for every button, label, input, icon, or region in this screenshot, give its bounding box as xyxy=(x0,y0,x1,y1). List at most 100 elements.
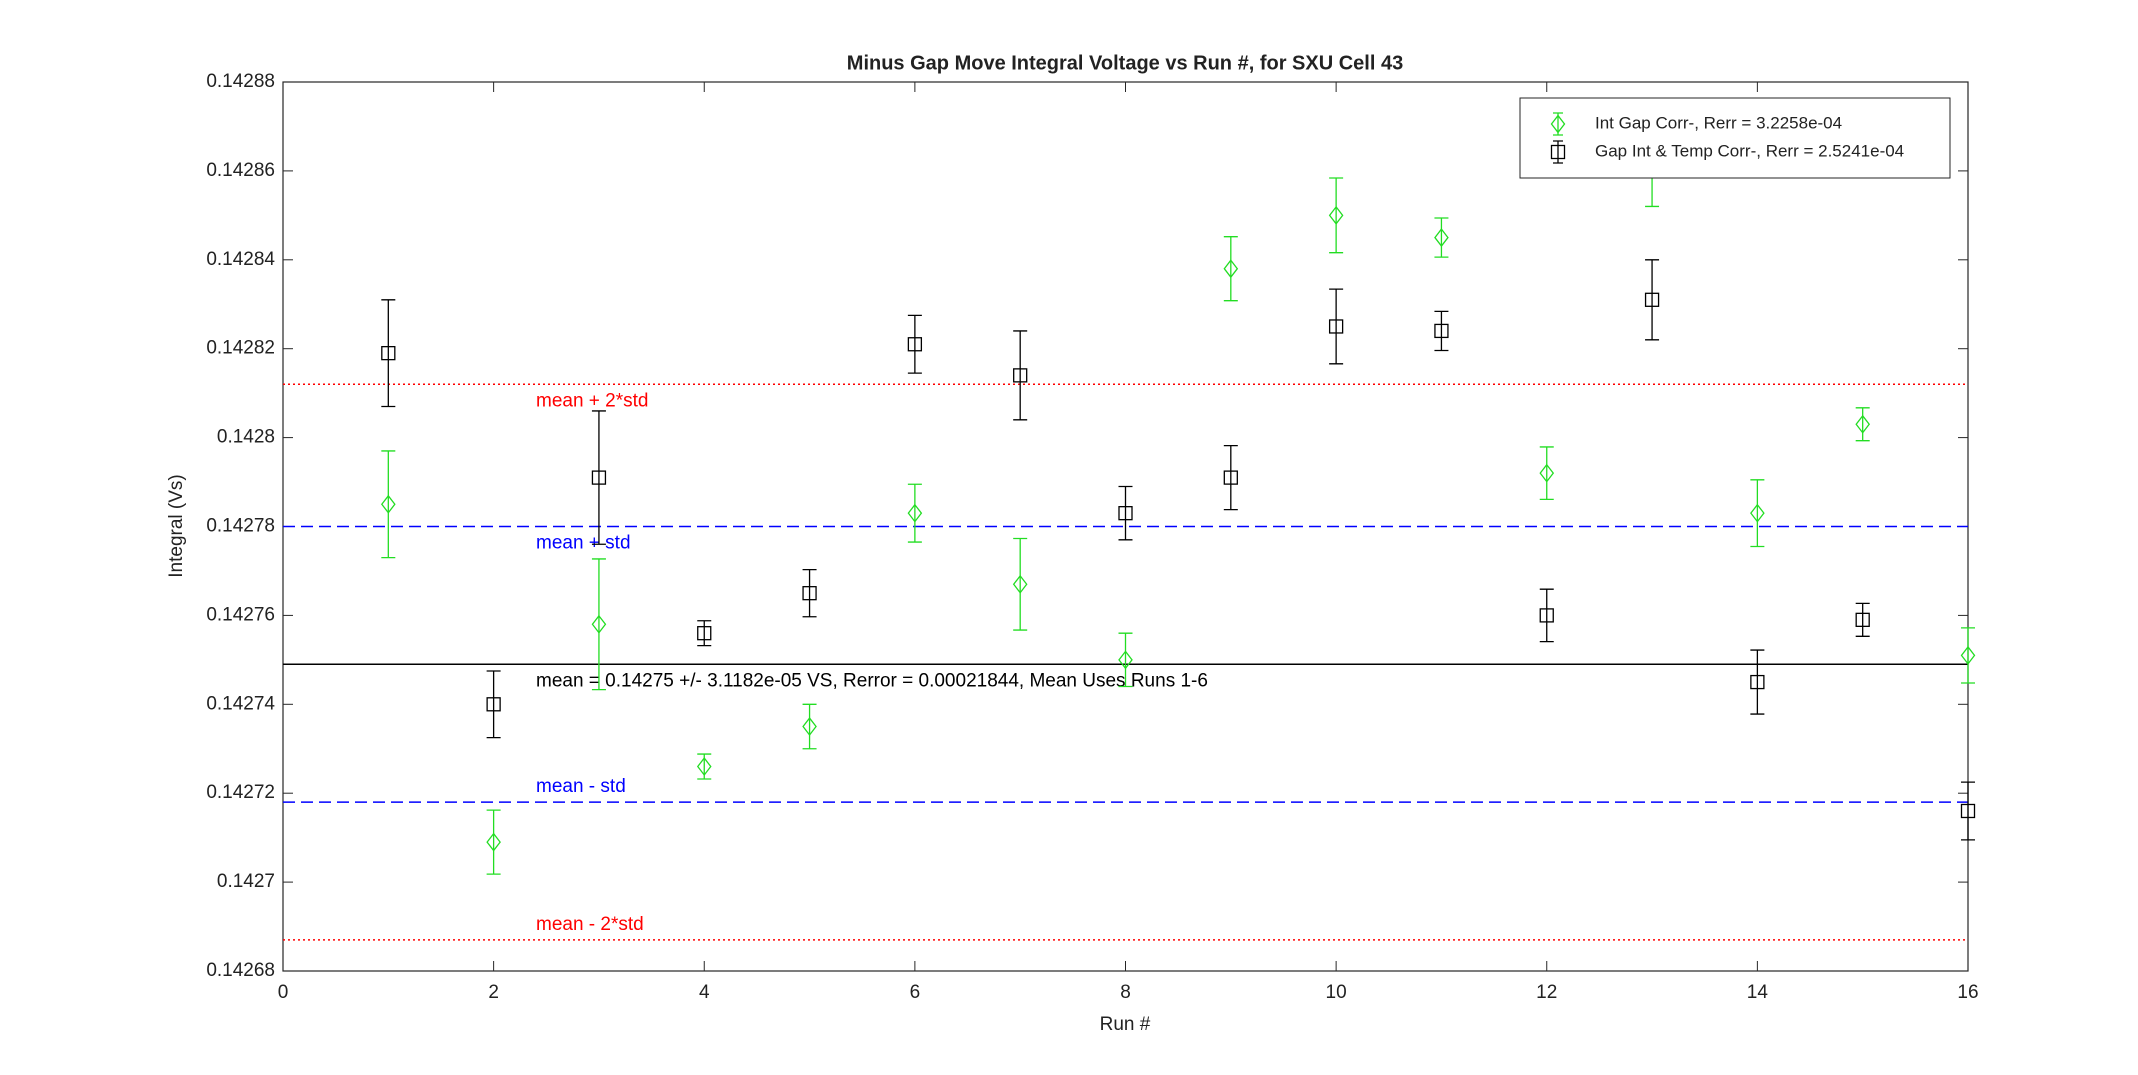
y-tick-label: 0.1427 xyxy=(217,871,275,892)
legend-box xyxy=(1519,97,1951,179)
reference-label: mean + 2*std xyxy=(536,390,649,411)
error-bar xyxy=(1961,627,1975,684)
error-bar xyxy=(1855,602,1870,637)
marker xyxy=(1223,470,1238,485)
error-bar xyxy=(1961,781,1975,841)
error-bar xyxy=(486,670,501,739)
error-bar xyxy=(907,314,922,374)
legend-label: Gap Int & Temp Corr-, Rerr = 2.5241e-04 xyxy=(1595,141,1904,160)
error-bar xyxy=(1013,537,1028,631)
y-tick-label: 0.14288 xyxy=(206,71,275,92)
x-tick-label: 4 xyxy=(699,982,710,1003)
marker xyxy=(1118,650,1133,670)
error-bar xyxy=(591,410,606,545)
error-bar xyxy=(697,620,712,647)
error-bar xyxy=(1539,446,1554,501)
error-bar xyxy=(1118,632,1133,688)
marker xyxy=(1644,292,1660,307)
x-tick-label: 10 xyxy=(1326,982,1347,1003)
marker xyxy=(1855,414,1871,434)
error-bar xyxy=(381,450,396,559)
error-bar xyxy=(1329,288,1344,365)
error-bar xyxy=(1539,588,1554,643)
series xyxy=(380,125,1976,875)
reference-label: mean + std xyxy=(536,533,631,554)
marker xyxy=(1960,645,1976,665)
legend-marker xyxy=(1550,114,1566,134)
series xyxy=(381,259,1976,841)
error-bar xyxy=(1118,485,1133,541)
chart-title: Minus Gap Move Integral Voltage vs Run #… xyxy=(847,52,1403,74)
error-bar xyxy=(1750,649,1765,715)
marker xyxy=(1328,319,1344,334)
error-bar xyxy=(1329,177,1344,254)
error-bar xyxy=(1750,479,1765,548)
error-bar xyxy=(802,703,817,750)
marker xyxy=(1539,608,1554,623)
legend-label: Int Gap Corr-, Rerr = 3.2258e-04 xyxy=(1595,113,1842,132)
marker xyxy=(696,757,712,777)
marker xyxy=(697,626,712,641)
legend-error-bar xyxy=(1553,140,1563,164)
error-bar xyxy=(591,558,606,691)
legend-error-bar xyxy=(1553,112,1563,136)
marker xyxy=(380,494,396,514)
marker xyxy=(1013,368,1028,383)
legend-marker xyxy=(1550,144,1566,160)
marker xyxy=(907,337,923,352)
x-tick-label: 14 xyxy=(1747,982,1769,1003)
marker xyxy=(802,586,817,601)
error-bar xyxy=(1013,330,1028,421)
marker xyxy=(1539,463,1555,483)
marker xyxy=(381,345,396,361)
marker xyxy=(802,717,817,737)
reference-label: mean - 2*std xyxy=(536,914,644,935)
x-tick-label: 8 xyxy=(1120,982,1131,1003)
y-tick-label: 0.1428 xyxy=(217,427,275,448)
y-tick-label: 0.14274 xyxy=(206,693,275,714)
y-tick-label: 0.14278 xyxy=(206,516,275,537)
x-tick-label: 6 xyxy=(910,982,921,1003)
x-tick-label: 2 xyxy=(488,982,499,1003)
error-bar xyxy=(802,568,817,618)
x-tick-label: 0 xyxy=(278,982,289,1003)
y-tick-label: 0.14286 xyxy=(206,160,275,181)
error-bar xyxy=(1223,444,1238,511)
marker xyxy=(1750,503,1765,523)
error-bar xyxy=(1434,217,1449,258)
y-tick-label: 0.14272 xyxy=(206,782,275,803)
y-tick-label: 0.14284 xyxy=(206,249,275,270)
error-bar xyxy=(381,299,396,408)
marker xyxy=(1855,612,1870,627)
marker xyxy=(1328,205,1344,225)
error-bar xyxy=(1434,310,1449,352)
error-bar xyxy=(1855,407,1870,442)
y-tick-label: 0.14276 xyxy=(206,604,275,625)
marker xyxy=(486,697,501,712)
marker xyxy=(907,503,923,523)
marker xyxy=(591,614,607,634)
marker xyxy=(1750,674,1765,690)
marker xyxy=(1118,506,1133,521)
error-bar xyxy=(1223,236,1238,302)
marker xyxy=(1012,574,1028,594)
y-tick-label: 0.14282 xyxy=(206,338,275,359)
x-tick-label: 12 xyxy=(1536,982,1557,1003)
marker xyxy=(486,832,501,852)
marker xyxy=(1223,259,1239,279)
marker xyxy=(1434,228,1449,248)
marker xyxy=(591,470,607,485)
reference-label: mean - std xyxy=(536,776,626,797)
y-tick-label: 0.14268 xyxy=(206,960,275,981)
reference-label: mean = 0.14275 +/- 3.1182e-05 VS, Rerror… xyxy=(536,670,1208,691)
y-axis-label: Integral (Vs) xyxy=(166,474,187,577)
error-bar xyxy=(1645,259,1660,341)
marker xyxy=(1960,803,1976,819)
x-tick-label: 16 xyxy=(1957,982,1978,1003)
marker xyxy=(1434,323,1449,339)
error-bar xyxy=(907,483,922,543)
error-bar xyxy=(486,809,501,875)
